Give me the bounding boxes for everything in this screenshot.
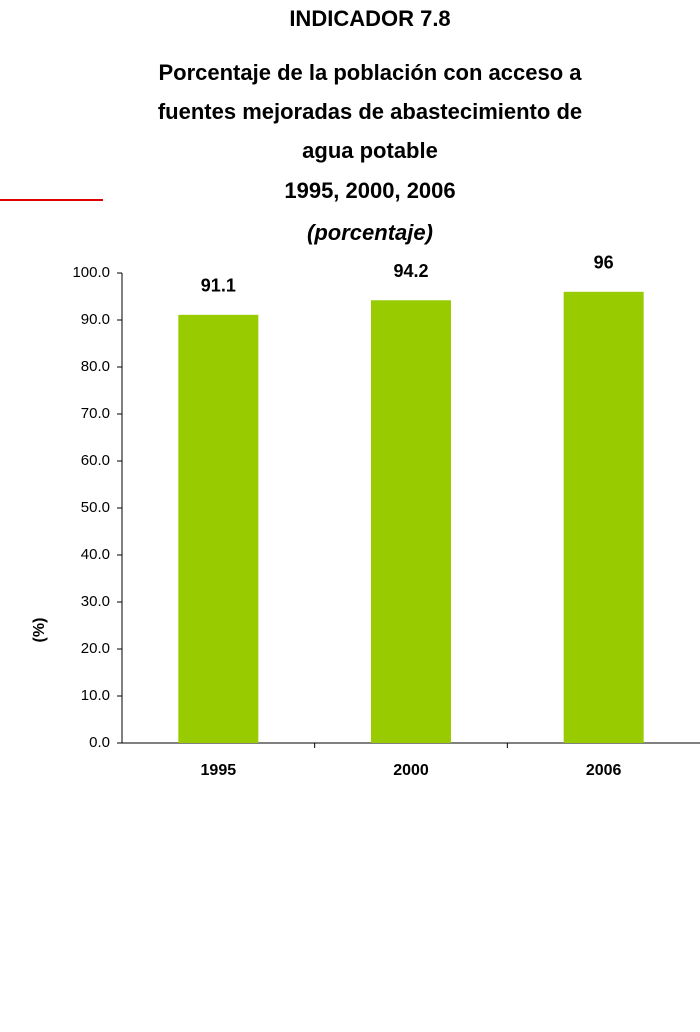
bar <box>563 291 644 743</box>
y-axis-label: (%) <box>31 618 48 643</box>
y-tick-label: 90.0 <box>81 311 110 328</box>
y-tick-label: 70.0 <box>81 405 110 422</box>
y-tick-label: 100.0 <box>72 264 110 281</box>
unit-note: (porcentaje) <box>307 220 433 245</box>
data-label: 96 <box>594 253 614 273</box>
y-tick-label: 30.0 <box>81 593 110 610</box>
x-tick-label: 2000 <box>393 762 429 779</box>
chart-subtitle: 1995, 2000, 2006 <box>284 178 455 203</box>
y-tick-label: 10.0 <box>81 687 110 704</box>
data-label: 91.1 <box>201 276 236 296</box>
chart-title: Porcentaje de la población con acceso a <box>158 60 582 85</box>
bar <box>178 314 259 743</box>
y-tick-label: 60.0 <box>81 452 110 469</box>
chart-title: agua potable <box>302 138 438 163</box>
y-tick-label: 80.0 <box>81 358 110 375</box>
y-tick-label: 20.0 <box>81 640 110 657</box>
y-tick-label: 0.0 <box>89 734 110 751</box>
chart-title: INDICADOR 7.8 <box>289 6 450 31</box>
chart-title: fuentes mejoradas de abastecimiento de <box>158 99 582 124</box>
bar <box>371 300 451 743</box>
x-tick-label: 1995 <box>201 762 237 779</box>
x-tick-label: 2006 <box>586 762 622 779</box>
y-tick-label: 50.0 <box>81 499 110 516</box>
y-tick-label: 40.0 <box>81 546 110 563</box>
data-label: 94.2 <box>393 261 428 281</box>
